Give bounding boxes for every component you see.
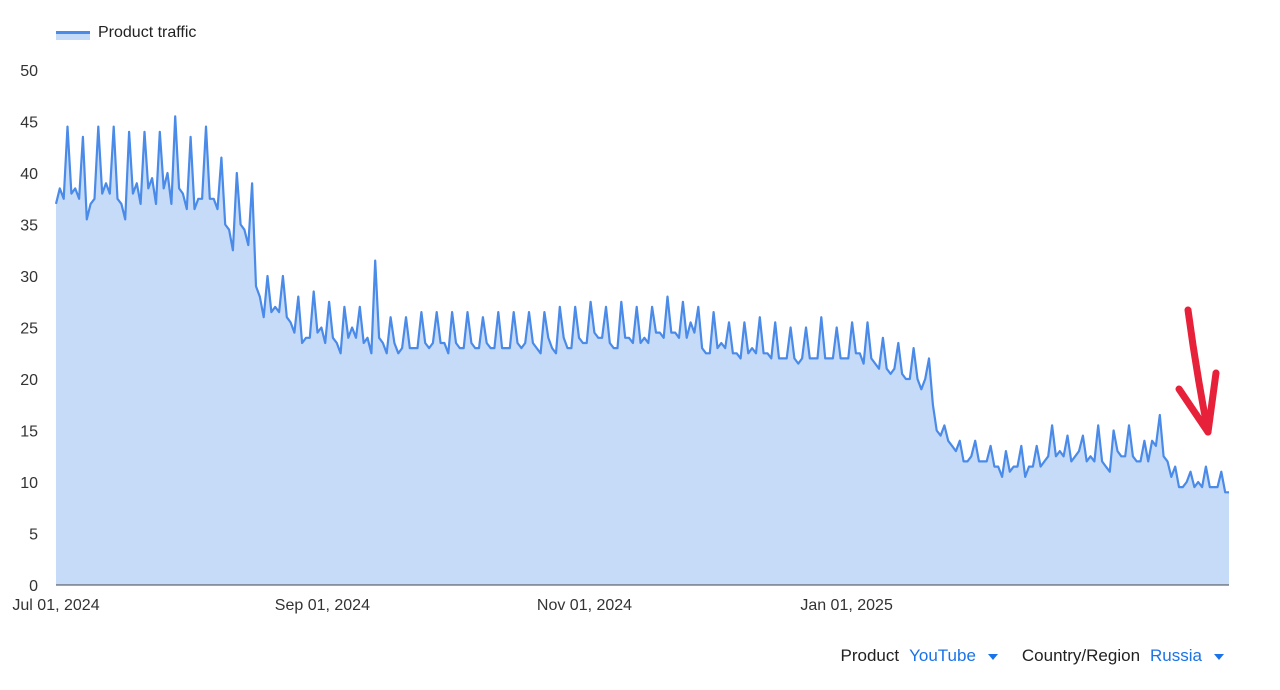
y-tick-label: 25: [20, 321, 38, 338]
product-dropdown[interactable]: YouTube: [909, 646, 976, 665]
chevron-down-icon[interactable]: [1214, 654, 1224, 660]
traffic-area-fill: [56, 116, 1229, 586]
y-tick-label: 10: [20, 475, 38, 492]
red-arrow-annotation: [1175, 306, 1220, 436]
y-tick-label: 40: [20, 166, 38, 183]
chart-legend[interactable]: Product traffic: [56, 24, 196, 42]
product-filter-label: Product: [840, 646, 900, 665]
y-axis-ticks: 0 5 10 15 20 25 30 35 40 45 50: [20, 63, 38, 595]
arrow-shaft: [1184, 306, 1212, 436]
y-tick-label: 5: [29, 527, 38, 544]
region-filter[interactable]: Country/Region Russia: [1022, 646, 1224, 666]
chevron-down-icon[interactable]: [987, 654, 998, 660]
y-tick-label: 20: [20, 372, 38, 389]
y-tick-label: 35: [20, 218, 38, 235]
y-tick-label: 30: [20, 269, 38, 286]
x-tick-label: Jul 01, 2024: [12, 597, 99, 614]
y-tick-label: 50: [20, 63, 38, 80]
filter-bar: Product YouTube Country/Region Russia: [817, 646, 1224, 666]
x-axis-ticks: Jul 01, 2024 Sep 01, 2024 Nov 01, 2024 Jan …: [12, 597, 893, 614]
legend-swatch-icon: [56, 30, 90, 40]
product-filter[interactable]: Product YouTube: [841, 646, 998, 666]
traffic-series-line: [54, 115, 1229, 494]
x-tick-label: Jan 01, 2025: [800, 597, 893, 614]
region-dropdown[interactable]: Russia: [1150, 646, 1202, 665]
y-tick-label: 15: [20, 424, 38, 441]
x-tick-label: Nov 01, 2024: [537, 597, 632, 614]
y-tick-label: 0: [29, 578, 38, 595]
region-filter-label: Country/Region: [1021, 646, 1141, 665]
y-tick-label: 45: [20, 115, 38, 132]
legend-label: Product traffic: [98, 24, 197, 41]
x-tick-label: Sep 01, 2024: [275, 597, 370, 614]
arrow-head: [1175, 369, 1220, 436]
